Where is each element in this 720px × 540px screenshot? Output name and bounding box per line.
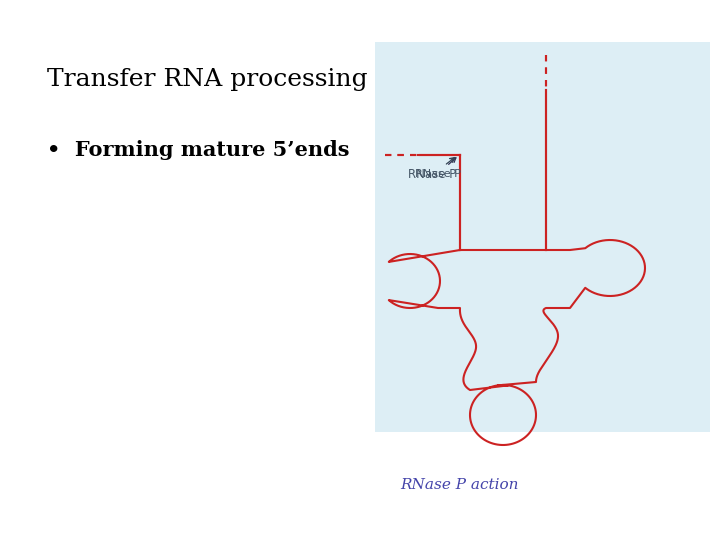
Text: Transfer RNA processing: Transfer RNA processing: [47, 68, 368, 91]
Text: •  Forming mature 5’ends: • Forming mature 5’ends: [47, 140, 349, 160]
Text: RNase P action: RNase P action: [400, 478, 518, 492]
Text: RNase P: RNase P: [415, 158, 461, 179]
Bar: [375, 42, 710, 432]
Text: RNase P: RNase P: [408, 158, 456, 181]
